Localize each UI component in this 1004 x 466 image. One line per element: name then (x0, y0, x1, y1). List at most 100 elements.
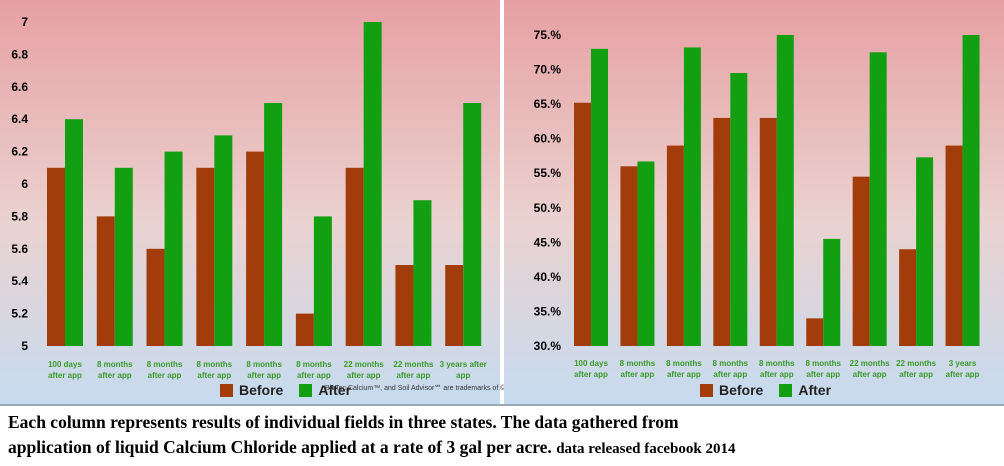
category-label: 3 years (949, 359, 977, 368)
category-label: after app (297, 371, 331, 380)
legend-before-label: Before (239, 382, 284, 398)
category-label: after app (397, 371, 431, 380)
y-tick-label: 55.% (534, 166, 562, 180)
y-tick-label: 5.2 (11, 307, 28, 321)
after-bar (363, 22, 382, 346)
after-bar (114, 167, 133, 346)
before-bar (395, 265, 414, 346)
before-bar (899, 249, 917, 346)
legend-before-label: Before (719, 382, 764, 398)
before-bar (666, 145, 684, 346)
before-bar (295, 313, 314, 346)
y-tick-label: 5.4 (11, 274, 28, 288)
chart-left-legend: Before After (220, 382, 351, 398)
before-bar (620, 166, 638, 346)
y-tick-label: 60.% (534, 132, 562, 146)
y-tick-label: 6.2 (11, 145, 28, 159)
y-tick-label: 6.8 (11, 47, 28, 61)
category-label: after app (899, 370, 933, 379)
chart-right-plot: 30.% 35.% 40.% 45.% 50.% 55.% 60.% 65.% 70.% 75.%… (534, 28, 980, 379)
before-bar (196, 167, 215, 346)
chart-right-legend: Before After (700, 382, 831, 398)
y-tick-label: 75.% (534, 28, 562, 42)
legend-before-swatch (220, 383, 233, 397)
after-bar (264, 103, 283, 346)
before-bar (146, 248, 165, 346)
y-tick-label: 65.% (534, 97, 562, 111)
category-label: app (456, 371, 470, 380)
after-bar (313, 216, 332, 346)
before-bar (852, 176, 870, 346)
legend-after-swatch (299, 383, 313, 397)
y-tick-label: 6 (21, 177, 28, 191)
y-tick-label: 30.% (534, 339, 562, 353)
after-bar (214, 135, 233, 346)
category-label: 8 months (666, 359, 702, 368)
trademark-note: BioTec Calcium™, and Soil Advisor℠ are t… (325, 385, 583, 392)
divider (0, 404, 1004, 406)
category-label: 8 months (296, 360, 332, 369)
chart-left: 5 5.2 5.4 5.6 5.8 6 6.2 6.4 6.6 6.8 7 100 days after… (0, 0, 583, 404)
y-tick-label: 6.6 (11, 80, 28, 94)
category-label: 8 months (713, 359, 749, 368)
category-label: after app (760, 370, 794, 379)
before-bar (47, 167, 65, 346)
caption-line-2-text: application of liquid Calcium Chloride a… (8, 437, 552, 457)
category-label: 22 months (393, 360, 434, 369)
category-label: 22 months (344, 360, 385, 369)
category-label: after app (946, 370, 980, 379)
after-bar (916, 157, 934, 346)
before-bar (445, 265, 464, 346)
category-label: 8 months (147, 360, 183, 369)
y-tick-label: 70.% (534, 63, 562, 77)
category-label: after app (148, 371, 182, 380)
category-label: 8 months (759, 359, 795, 368)
before-bar (345, 167, 364, 346)
category-label: after app (197, 371, 231, 380)
before-bar (713, 117, 731, 346)
after-bar (413, 200, 432, 346)
category-label: after app (621, 370, 655, 379)
category-label: after app (806, 370, 840, 379)
category-label: 100 days (574, 359, 608, 368)
before-bar (96, 216, 115, 346)
category-label: 22 months (850, 359, 891, 368)
category-label: 8 months (620, 359, 656, 368)
before-bar (945, 145, 963, 346)
chart-right: 30.% 35.% 40.% 45.% 50.% 55.% 60.% 65.% 70.% 75.%… (504, 0, 1004, 404)
category-label: 22 months (896, 359, 937, 368)
before-bar (574, 102, 591, 347)
after-bar (591, 48, 608, 346)
category-label: after app (713, 370, 747, 379)
y-tick-label: 7 (21, 15, 28, 29)
y-tick-label: 6.4 (11, 112, 28, 126)
legend-after-label: After (798, 382, 832, 398)
y-tick-label: 40.% (534, 270, 562, 284)
y-tick-label: 35.% (534, 304, 562, 318)
category-label: after app (667, 370, 701, 379)
after-bar (164, 151, 183, 346)
after-bar (730, 73, 748, 346)
y-tick-label: 50.% (534, 201, 562, 215)
after-bar (962, 35, 980, 346)
legend-after-swatch (779, 383, 793, 397)
y-tick-label: 5.6 (11, 242, 28, 256)
after-bar (776, 35, 794, 346)
y-tick-label: 45.% (534, 235, 562, 249)
caption-line-2: application of liquid Calcium Chloride a… (8, 437, 735, 458)
after-bar (869, 52, 887, 347)
category-label: 100 days (48, 360, 82, 369)
category-label: 8 months (197, 360, 233, 369)
category-label: after app (347, 371, 381, 380)
after-bar (463, 103, 482, 346)
category-label: after app (48, 371, 82, 380)
y-tick-label: 5 (21, 339, 28, 353)
before-bar (759, 117, 777, 346)
category-label: after app (853, 370, 887, 379)
chart-left-plot: 5 5.2 5.4 5.6 5.8 6 6.2 6.4 6.6 6.8 7 100 days after… (11, 15, 486, 380)
y-tick-label: 5.8 (11, 209, 28, 223)
before-bar (806, 318, 824, 346)
legend-before-swatch (700, 383, 713, 397)
after-bar (683, 47, 701, 346)
caption-line-1: Each column represents results of indivi… (8, 412, 679, 432)
